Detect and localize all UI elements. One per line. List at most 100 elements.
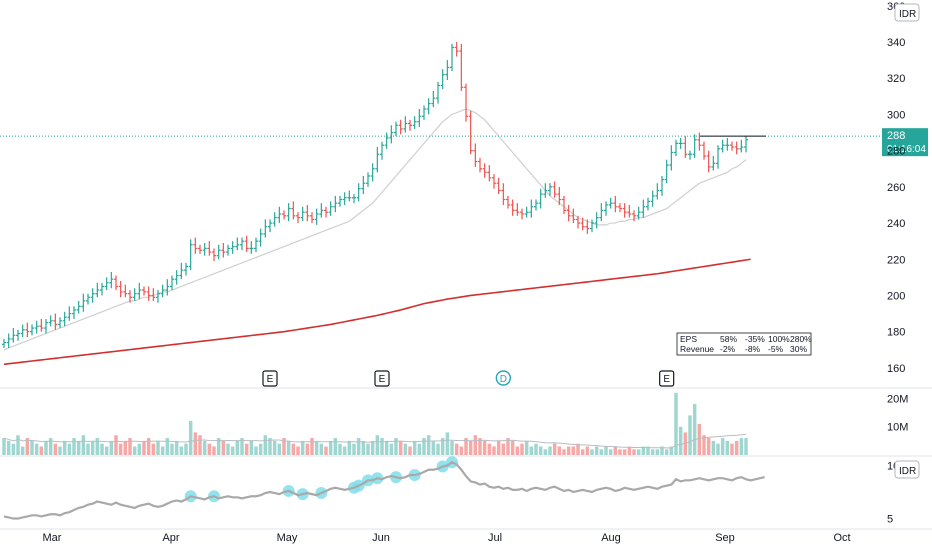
volume-bar (557, 446, 562, 455)
volume-bar (692, 404, 697, 455)
volume-bar (496, 440, 501, 455)
volume-bar (408, 446, 412, 455)
volume-bar (412, 440, 417, 455)
ohlc-bar (524, 206, 529, 218)
price-tick-label: 300 (887, 109, 905, 121)
fundamentals-cell: -35% (745, 334, 765, 344)
volume-bar (202, 440, 207, 455)
event-marker-label: E (379, 374, 386, 385)
ohlc-bar (30, 324, 34, 336)
ohlc-bar (552, 181, 557, 198)
volume-bar (174, 440, 179, 455)
volume-bar (720, 438, 725, 455)
volume-bar (744, 438, 748, 455)
ohlc-bar (226, 244, 230, 256)
volume-bar (492, 446, 496, 455)
volume-pane: 20M 10M (2, 392, 908, 455)
price-axis[interactable]: 160180200220240260280300320340360IDR (887, 1, 920, 375)
ohlc-bar (520, 208, 524, 220)
ohlc-bar (240, 237, 244, 251)
volume-bar (431, 440, 436, 455)
volume-bar (114, 435, 118, 455)
currency-badge: IDR (894, 3, 920, 22)
ohlc-bar (2, 338, 6, 348)
fundamentals-cell: 280% (790, 334, 812, 344)
ohlc-bar (72, 306, 76, 320)
time-tick-label: Oct (833, 532, 850, 544)
ohlc-bar (688, 150, 692, 160)
ohlc-bar (314, 208, 319, 225)
earnings-marker-box (374, 370, 390, 387)
time-tick-label: Mar (43, 532, 62, 544)
volume-bar (394, 438, 398, 455)
ohlc-bar (100, 282, 104, 296)
ohlc-bar (202, 242, 207, 256)
volume-bar (179, 446, 184, 455)
volume-bar (249, 440, 254, 455)
volume-bar (534, 443, 538, 455)
event-marker-label: E (663, 374, 670, 385)
volume-bar (734, 440, 739, 455)
volume-bar (403, 443, 408, 455)
event-marker: D (495, 370, 512, 386)
volume-bar (25, 438, 30, 455)
volume-bar (20, 446, 25, 455)
ohlc-bar (566, 204, 571, 222)
volume-bar (571, 446, 576, 455)
ohlc-bar (613, 195, 618, 213)
volume-bar (81, 435, 86, 455)
volume-bar (580, 449, 585, 455)
time-axis[interactable]: Mar Apr May Jun Jul Aug Sep Oct (43, 532, 851, 544)
price-tick-label: 240 (887, 218, 905, 230)
event-marker-label: E (267, 374, 274, 385)
fundamentals-cell: -2% (720, 344, 736, 354)
fundamentals-row-label: EPS (680, 334, 697, 344)
volume-bar (305, 443, 310, 455)
volume-bar (618, 449, 622, 455)
volume-bar (678, 426, 683, 455)
ohlc-bar (44, 319, 48, 334)
ohlc-bar (268, 219, 272, 233)
ohlc-bar (408, 119, 412, 131)
volume-bar (361, 440, 366, 455)
ohlc-bar (716, 145, 720, 169)
ohlc-bar (398, 119, 403, 135)
volume-tick-label: 10M (887, 422, 908, 434)
volume-bar (118, 443, 123, 455)
ohlc-bar (254, 237, 258, 253)
volume-bar (604, 446, 608, 455)
volume-bar (730, 443, 734, 455)
volume-bar (478, 438, 482, 455)
ohlc-bar (646, 197, 650, 211)
ohlc-bar (146, 286, 151, 301)
price-tick-label: 200 (887, 290, 905, 302)
volume-bar (282, 438, 286, 455)
ohlc-bar (123, 284, 128, 298)
volume-bar (16, 435, 20, 455)
ohlc-bar (683, 136, 688, 158)
volume-bar (319, 443, 324, 455)
ohlc-bar (450, 43, 454, 71)
ohlc-bar (90, 288, 95, 303)
ohlc-bar (702, 141, 706, 160)
ohlc-bar (160, 284, 165, 298)
ohlc-bar (468, 110, 473, 155)
ohlc-bar (492, 174, 496, 189)
ohlc-bar (394, 121, 398, 137)
volume-bar (445, 432, 450, 455)
ohlc-bar (632, 210, 636, 222)
fundamentals-cell: 58% (720, 334, 737, 344)
volume-bar (613, 446, 618, 455)
volume-bar (132, 446, 137, 455)
volume-bar (398, 440, 403, 455)
ohlc-bar (674, 139, 678, 157)
volume-bar (156, 440, 160, 455)
ohlc-bar (422, 105, 426, 120)
volume-bar (590, 449, 594, 455)
price-tick-label: 320 (887, 73, 905, 85)
volume-bar (440, 438, 445, 455)
volume-bar (725, 440, 730, 455)
volume-bar (622, 449, 627, 455)
